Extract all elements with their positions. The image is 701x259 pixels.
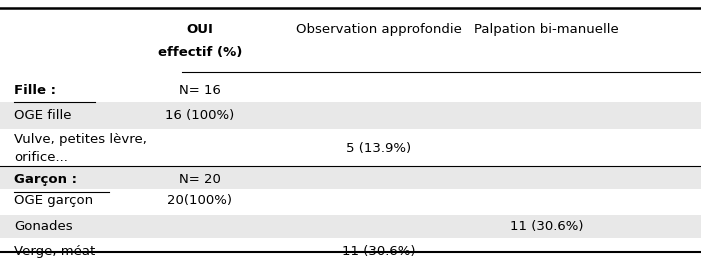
- FancyBboxPatch shape: [0, 102, 701, 129]
- Text: Gonades: Gonades: [14, 220, 73, 233]
- Text: 16 (100%): 16 (100%): [165, 109, 234, 122]
- FancyBboxPatch shape: [0, 131, 701, 166]
- Text: Fille :: Fille :: [14, 84, 56, 97]
- Text: OGE garçon: OGE garçon: [14, 194, 93, 207]
- Text: OGE fille: OGE fille: [14, 109, 72, 122]
- FancyBboxPatch shape: [0, 189, 701, 212]
- Text: 5 (13.9%): 5 (13.9%): [346, 142, 411, 155]
- Text: Verge, méat: Verge, méat: [14, 244, 95, 257]
- Text: N= 16: N= 16: [179, 84, 221, 97]
- Text: effectif (%): effectif (%): [158, 46, 242, 59]
- Text: OUI: OUI: [186, 23, 213, 36]
- Text: 11 (30.6%): 11 (30.6%): [342, 244, 415, 257]
- Text: N= 20: N= 20: [179, 173, 221, 186]
- FancyBboxPatch shape: [0, 166, 701, 193]
- FancyBboxPatch shape: [0, 215, 701, 238]
- Text: Garçon :: Garçon :: [14, 173, 77, 186]
- Text: Vulve, petites lèvre,: Vulve, petites lèvre,: [14, 133, 147, 146]
- Text: Palpation bi-manuelle: Palpation bi-manuelle: [475, 23, 619, 36]
- FancyBboxPatch shape: [0, 240, 701, 259]
- Text: Observation approfondie: Observation approfondie: [296, 23, 461, 36]
- Text: orifice...: orifice...: [14, 151, 68, 164]
- Text: 20(100%): 20(100%): [168, 194, 232, 207]
- FancyBboxPatch shape: [0, 78, 701, 102]
- Text: 11 (30.6%): 11 (30.6%): [510, 220, 583, 233]
